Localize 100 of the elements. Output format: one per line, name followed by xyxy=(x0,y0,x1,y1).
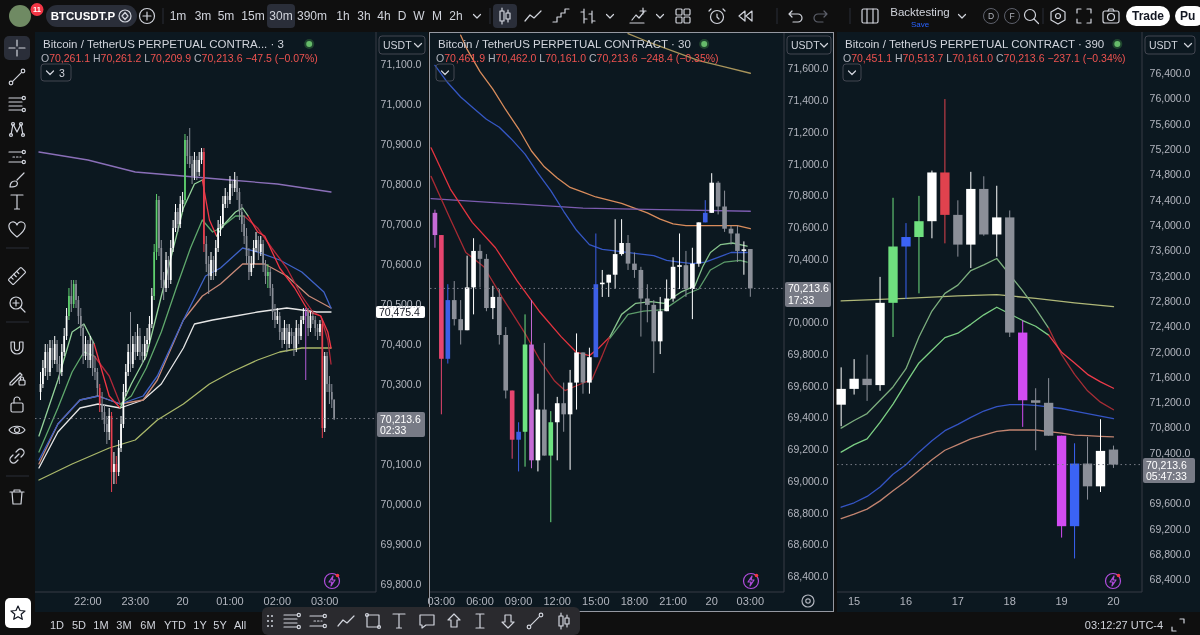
candlestick xyxy=(1108,445,1119,469)
y-tick-label: 70,600.0 xyxy=(380,258,422,270)
y-tick-label: 68,800.0 xyxy=(1149,548,1191,561)
y-tick-label: 70,400.0 xyxy=(380,338,422,350)
candlestick xyxy=(139,327,141,361)
x-tick-label: 02:00 xyxy=(263,595,292,607)
text: 1m xyxy=(169,9,187,23)
x-tick-label: 22:00 xyxy=(74,595,102,607)
y-tick-label: 70,100.0 xyxy=(380,458,422,470)
text: 17:33 xyxy=(788,293,815,306)
x-tick-label: 15 xyxy=(847,595,861,607)
y-tick-label: 69,800.0 xyxy=(380,578,422,590)
x-tick-label: 20 xyxy=(705,595,718,607)
y-tick-label: 71,000.0 xyxy=(787,157,829,170)
y-tick-label: 70,800.0 xyxy=(380,178,422,190)
x-tick-label: 20 xyxy=(176,595,189,607)
text: 5Y xyxy=(213,619,228,631)
annotation: 3 xyxy=(59,66,65,79)
y-tick-label: 73,600.0 xyxy=(1149,244,1191,257)
text: USDT xyxy=(383,39,413,51)
text: 1Y xyxy=(193,619,208,631)
x-tick-label: 20 xyxy=(1107,595,1120,607)
y-tick-label: 76,000.0 xyxy=(1149,92,1191,105)
text: 2h xyxy=(449,9,463,23)
y-tick-label: 70,000.0 xyxy=(380,498,422,510)
y-tick-label: 70,600.0 xyxy=(787,221,829,234)
text: 5D xyxy=(71,619,87,631)
line-series xyxy=(840,293,1115,308)
y-tick-label: 70,000.0 xyxy=(787,316,829,329)
candlestick xyxy=(836,366,846,427)
y-tick-label: 74,400.0 xyxy=(1149,193,1191,206)
text: 1D xyxy=(49,619,65,631)
y-tick-label: 70,800.0 xyxy=(787,189,829,202)
x-tick-label: 21:00 xyxy=(659,595,687,607)
y-tick-label: 70,400.0 xyxy=(787,252,829,265)
text: Bitcoin / TetherUS PERPETUAL CONTRACT · 390 xyxy=(845,38,1105,50)
line-series xyxy=(840,257,1050,429)
y-tick-label: 76,400.0 xyxy=(1149,67,1191,80)
candlestick xyxy=(72,279,75,309)
y-tick-label: 68,400.0 xyxy=(787,570,829,583)
text: USDT xyxy=(1149,39,1179,51)
y-tick-label: 69,200.0 xyxy=(1149,522,1191,535)
candlestick xyxy=(554,396,560,461)
y-tick-label: 71,100.0 xyxy=(380,58,422,70)
candlestick xyxy=(849,358,859,396)
x-tick-label: 01:00 xyxy=(216,595,244,607)
text: D xyxy=(397,9,407,23)
text: All xyxy=(233,619,247,631)
y-tick-label: 68,800.0 xyxy=(787,506,829,519)
text: M xyxy=(432,9,442,23)
candlestick xyxy=(307,307,309,337)
candlestick xyxy=(645,283,650,323)
y-tick-label: 70,900.0 xyxy=(380,138,422,150)
text: 3m xyxy=(194,9,212,23)
text: BTCUSDT.P xyxy=(50,10,116,22)
candlestick xyxy=(664,278,669,312)
y-tick-label: 74,800.0 xyxy=(1149,168,1191,181)
text: 1M xyxy=(93,619,109,631)
y-tick-label: 71,200.0 xyxy=(787,125,829,138)
y-tick-label: 71,600.0 xyxy=(1149,370,1191,383)
candlestick xyxy=(1031,387,1041,451)
y-tick-label: 69,400.0 xyxy=(787,411,829,424)
candlestick xyxy=(914,195,924,294)
candlestick xyxy=(68,287,70,321)
text: 6M xyxy=(140,619,156,631)
text: Bitcoin / TetherUS PERPETUAL CONTRA... · 3 xyxy=(43,38,284,50)
y-tick-label: 69,200.0 xyxy=(787,443,829,456)
x-tick-label: 18 xyxy=(1003,595,1016,607)
y-tick-label: 69,800.0 xyxy=(787,348,829,361)
candlestick xyxy=(1082,436,1093,501)
candlestick xyxy=(132,335,134,369)
candlestick xyxy=(561,382,566,433)
text: W xyxy=(413,9,426,23)
candlestick xyxy=(108,407,111,441)
text: YTD xyxy=(164,619,187,631)
y-tick-label: 69,600.0 xyxy=(787,379,829,392)
y-tick-label: 68,600.0 xyxy=(787,538,829,551)
text: Backtesting xyxy=(890,5,950,18)
ref-line-label: 70,213.6 xyxy=(380,412,422,425)
line-series xyxy=(1047,327,1115,411)
candlestick xyxy=(293,331,295,357)
candlestick xyxy=(632,252,637,279)
text: D xyxy=(987,11,995,21)
line-series xyxy=(1047,334,1115,389)
x-tick-label: 17 xyxy=(951,595,964,607)
y-tick-label: 71,000.0 xyxy=(380,98,422,110)
y-tick-label: 74,000.0 xyxy=(1149,218,1191,231)
x-tick-label: 09:00 xyxy=(504,595,533,607)
y-tick-label: 72,000.0 xyxy=(1149,345,1191,358)
y-tick-label: 72,400.0 xyxy=(1149,320,1191,333)
y-tick-label: 69,900.0 xyxy=(380,538,422,550)
candlestick xyxy=(862,354,872,402)
y-tick-label: 71,600.0 xyxy=(787,62,829,75)
y-tick-label: 72,800.0 xyxy=(1149,294,1191,307)
y-tick-label: 71,200.0 xyxy=(1149,396,1191,409)
text: 15m xyxy=(241,9,265,23)
text: 30m xyxy=(269,9,293,23)
candlestick xyxy=(177,207,179,233)
text: 5m xyxy=(217,9,235,23)
y-tick-label: 69,000.0 xyxy=(787,474,829,487)
